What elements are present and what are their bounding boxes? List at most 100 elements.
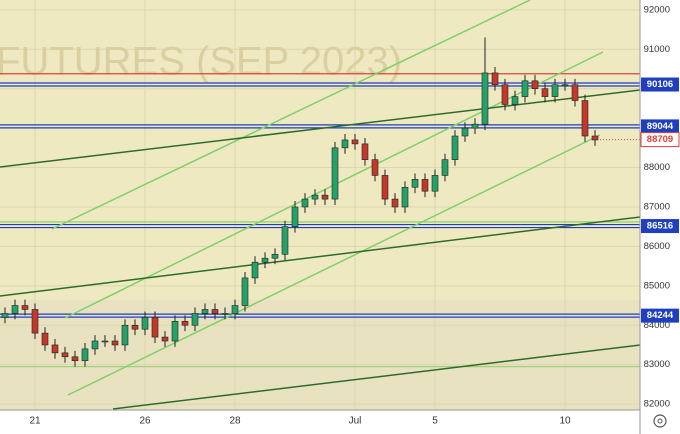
trend-line bbox=[0, 216, 641, 297]
y-tick-label: 88000 bbox=[644, 162, 670, 173]
candle-body bbox=[501, 84, 509, 105]
y-tick-label: 91000 bbox=[644, 44, 670, 55]
y-tick-label: 83000 bbox=[644, 359, 670, 370]
x-tick-label: 26 bbox=[139, 416, 151, 427]
price-axis bbox=[640, 0, 680, 434]
candle-body bbox=[21, 305, 29, 310]
candle-body bbox=[121, 324, 129, 346]
candle-body bbox=[261, 257, 269, 263]
time-axis bbox=[0, 410, 640, 434]
candle-body bbox=[91, 340, 99, 350]
candle-body bbox=[1, 313, 9, 318]
candle-body bbox=[381, 175, 389, 200]
trend-line bbox=[51, 0, 531, 230]
candle-body bbox=[411, 179, 419, 188]
candle-body bbox=[471, 123, 479, 129]
plot-shade bbox=[0, 300, 640, 410]
price-label: 89044 bbox=[647, 121, 674, 132]
candle-body bbox=[131, 324, 139, 330]
candle-body bbox=[511, 96, 519, 105]
candle-body bbox=[291, 206, 299, 227]
candle-body bbox=[301, 198, 309, 208]
candle-body bbox=[201, 309, 209, 314]
settings-icon[interactable] bbox=[657, 418, 663, 424]
levels bbox=[0, 73, 640, 368]
y-tick-label: 82000 bbox=[644, 399, 670, 410]
candle-body bbox=[221, 313, 229, 315]
candle-body bbox=[281, 226, 289, 255]
price-label-box bbox=[641, 219, 679, 234]
settings-icon[interactable] bbox=[653, 414, 667, 428]
candle-body bbox=[151, 317, 159, 338]
candle-body bbox=[321, 194, 329, 200]
candle-body bbox=[251, 261, 259, 279]
candle-body bbox=[311, 194, 319, 200]
candle-body bbox=[531, 80, 539, 90]
candle-body bbox=[351, 139, 359, 145]
candle-body bbox=[191, 313, 199, 326]
candle-body bbox=[581, 100, 589, 137]
price-label: 86516 bbox=[647, 221, 673, 232]
candle-body bbox=[401, 186, 409, 208]
candle-body bbox=[451, 135, 459, 160]
y-tick-label: 86000 bbox=[644, 241, 670, 252]
y-tick-label: 92000 bbox=[644, 4, 670, 15]
candle-body bbox=[341, 139, 349, 149]
price-label-box bbox=[641, 119, 679, 134]
candle-body bbox=[491, 72, 499, 86]
price-label: 90106 bbox=[647, 79, 673, 90]
candle-body bbox=[71, 356, 79, 362]
candles bbox=[1, 37, 599, 367]
candle-body bbox=[431, 175, 439, 192]
price-label: 84244 bbox=[647, 310, 674, 321]
candle-body bbox=[561, 84, 569, 87]
candle-body bbox=[101, 340, 109, 343]
candle-body bbox=[371, 159, 379, 176]
candle-body bbox=[61, 352, 69, 358]
trend-line bbox=[67, 134, 601, 396]
candle-body bbox=[361, 143, 369, 160]
candle-body bbox=[461, 127, 469, 137]
settings-icon[interactable] bbox=[653, 414, 667, 428]
y-tick-label: 87000 bbox=[644, 201, 670, 212]
candle-body bbox=[31, 309, 39, 334]
watermark: FUTURES (SEP 2023) bbox=[0, 40, 402, 84]
candle-body bbox=[481, 72, 489, 125]
candle-body bbox=[541, 88, 549, 97]
candle-body bbox=[211, 309, 219, 314]
candle-body bbox=[521, 80, 529, 97]
price-label-box bbox=[641, 308, 679, 323]
trend-line bbox=[0, 89, 641, 168]
candle-body bbox=[241, 277, 249, 306]
candle-body bbox=[591, 135, 599, 141]
x-tick-label: 5 bbox=[432, 416, 438, 427]
x-tick-label: 28 bbox=[229, 416, 241, 427]
axes: 8200083000840008500086000870008800089000… bbox=[29, 4, 680, 427]
candle-body bbox=[141, 317, 149, 330]
candle-body bbox=[391, 198, 399, 208]
candle-body bbox=[571, 84, 579, 101]
candle-body bbox=[11, 305, 19, 314]
candle-body bbox=[551, 84, 559, 97]
candle-body bbox=[331, 147, 339, 200]
candle-body bbox=[161, 336, 169, 342]
candle-body bbox=[271, 253, 279, 259]
x-tick-label: 10 bbox=[559, 416, 571, 427]
candle-body bbox=[441, 159, 449, 176]
candle-body bbox=[41, 332, 49, 346]
candle-body bbox=[51, 344, 59, 354]
x-tick-label: 21 bbox=[29, 416, 41, 427]
last-price-box bbox=[640, 132, 680, 148]
candle-body bbox=[111, 340, 119, 346]
price-label-box bbox=[641, 77, 679, 92]
candle-body bbox=[231, 305, 239, 314]
y-tick-label: 85000 bbox=[644, 280, 670, 291]
y-tick-label: 84000 bbox=[644, 320, 670, 331]
candle-body bbox=[181, 320, 189, 326]
candle-body bbox=[81, 348, 89, 362]
x-tick-label: Jul bbox=[349, 416, 362, 427]
trend-line bbox=[112, 344, 641, 410]
candle-body bbox=[421, 179, 429, 192]
last-price-label: 88709 bbox=[647, 134, 673, 145]
